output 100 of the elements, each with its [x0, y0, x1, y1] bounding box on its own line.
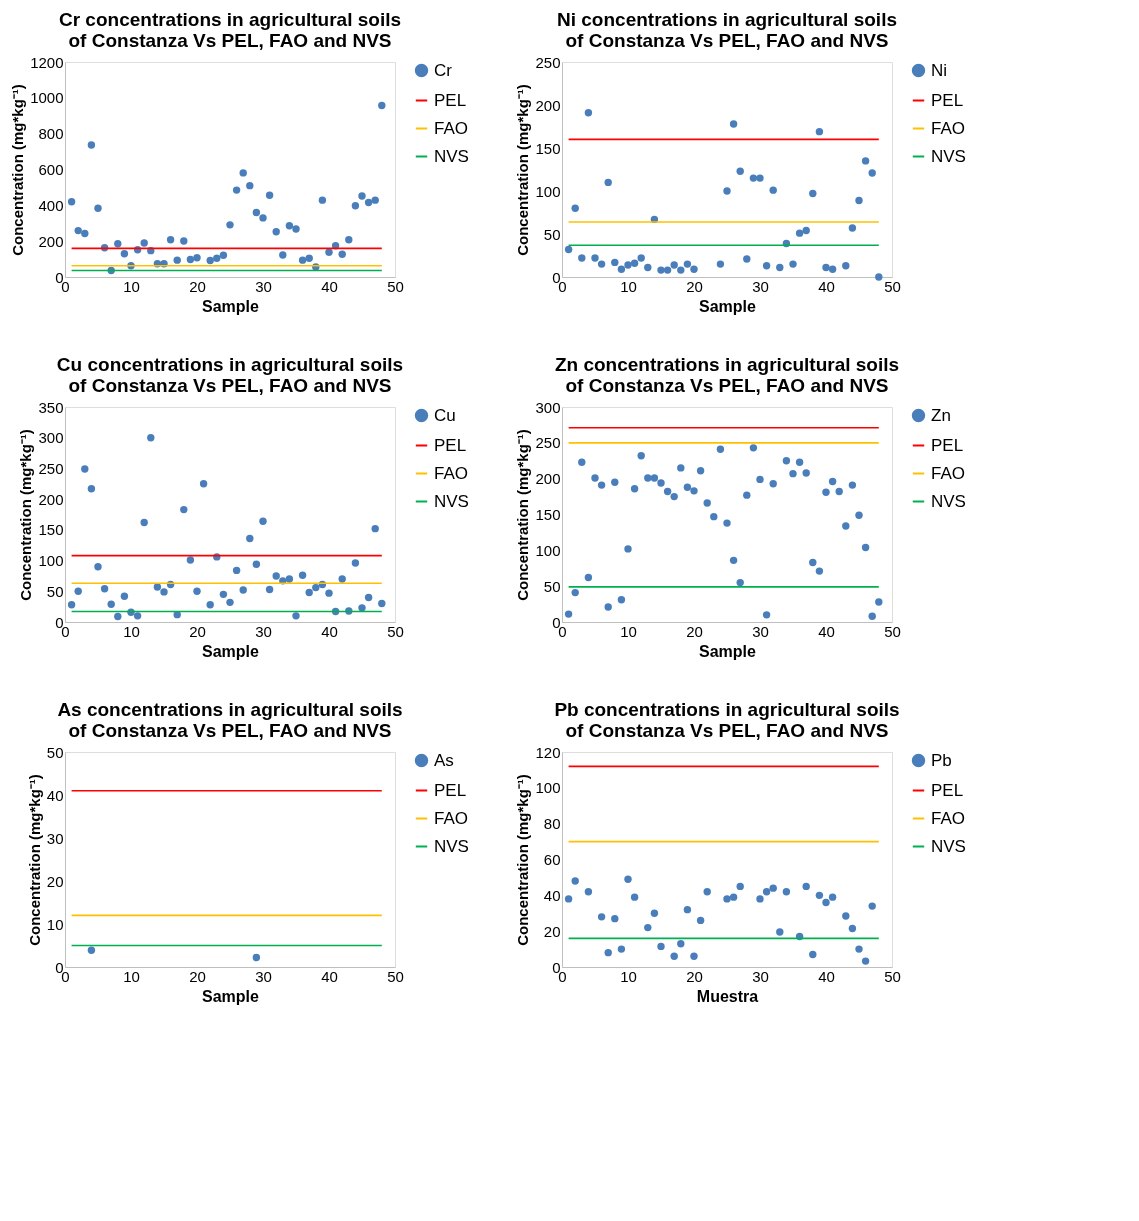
point: [604, 178, 612, 187]
point: [239, 586, 247, 594]
point: [239, 169, 247, 177]
x-tick-label: 20: [686, 277, 703, 295]
point: [206, 601, 214, 609]
x-tick-label: 40: [818, 277, 835, 295]
point: [285, 222, 294, 230]
point: [848, 481, 857, 489]
x-tick-label: 40: [321, 277, 338, 295]
x-tick-label: 50: [884, 967, 901, 985]
point: [564, 245, 573, 254]
x-axis-title: Sample: [699, 297, 757, 315]
point: [690, 952, 698, 960]
point: [802, 469, 810, 477]
legend-label: FAO: [931, 118, 966, 138]
point: [597, 260, 606, 268]
point: [835, 487, 843, 496]
point: [226, 598, 234, 607]
point: [611, 914, 619, 923]
y-tick-label: 250: [38, 459, 64, 477]
x-tick-label: 50: [387, 967, 404, 985]
point: [782, 888, 791, 896]
y-tick-label: 30: [46, 829, 64, 847]
x-tick-label: 30: [752, 967, 769, 985]
y-tick-label: 100: [535, 182, 561, 200]
x-tick-label: 50: [884, 277, 901, 295]
x-tick-label: 30: [752, 622, 769, 640]
point: [663, 266, 672, 274]
legend-label: NVS: [434, 146, 469, 166]
point: [670, 492, 678, 501]
point: [756, 174, 764, 182]
point: [67, 601, 76, 609]
point: [743, 255, 751, 263]
x-axis-title: Muestra: [696, 987, 759, 1005]
point: [703, 888, 711, 896]
point: [100, 585, 109, 593]
y-tick-label: 400: [38, 196, 64, 214]
legend-label: FAO: [434, 463, 469, 483]
legend-label: Zn: [931, 405, 951, 425]
y-tick-label: 100: [38, 552, 64, 570]
x-tick-label: 10: [620, 967, 637, 985]
legend-label: PEL: [434, 780, 467, 800]
x-tick-label: 40: [321, 967, 338, 985]
point: [114, 612, 122, 621]
point: [272, 572, 280, 580]
point: [272, 227, 280, 236]
point: [371, 196, 379, 204]
point: [690, 265, 698, 273]
point: [762, 611, 771, 619]
point: [107, 600, 115, 608]
point: [94, 563, 102, 571]
point: [842, 262, 850, 270]
x-tick-label: 10: [123, 277, 140, 295]
point: [769, 186, 777, 194]
point: [571, 877, 579, 885]
point: [677, 940, 685, 948]
point: [617, 945, 626, 953]
point: [147, 434, 155, 442]
point: [677, 266, 685, 274]
y-tick-label: 50: [46, 743, 64, 761]
y-tick-label: 150: [535, 139, 561, 157]
chart-title: Ni concentrations in agricultural soils of Constanza Vs PEL, FAO and NVS: [557, 9, 897, 51]
y-tick-label: 80: [543, 815, 561, 833]
point: [584, 573, 593, 582]
point: [624, 875, 632, 883]
y-tick-label: 100: [535, 779, 561, 797]
point: [630, 485, 639, 493]
point: [756, 475, 764, 484]
y-axis-title: Concentration (mg*kg⁻¹): [25, 774, 43, 946]
point: [769, 479, 777, 488]
point: [584, 109, 593, 117]
point: [378, 599, 386, 608]
y-axis-title: Concentration (mg*kg⁻¹): [514, 429, 532, 601]
point: [265, 191, 274, 199]
point: [630, 259, 639, 267]
point: [81, 229, 89, 238]
point: [338, 575, 346, 583]
point: [848, 924, 857, 933]
point: [338, 250, 346, 258]
x-tick-label: 40: [321, 622, 338, 640]
point: [868, 612, 876, 620]
point: [219, 251, 228, 260]
y-axis-title: Concentration (mg*kg⁻¹): [17, 429, 35, 601]
point: [650, 474, 659, 482]
chart-title: Zn concentrations in agricultural soils of Constanza Vs PEL, FAO and NVS: [554, 354, 900, 396]
y-tick-label: 200: [38, 490, 64, 508]
point: [815, 127, 824, 136]
point: [74, 226, 82, 235]
point: [292, 225, 300, 233]
y-tick-label: 350: [38, 398, 64, 416]
legend-label: NVS: [434, 836, 469, 856]
chart-title: Cr concentrations in agricultural soils of Constanza Vs PEL, FAO and NVS: [58, 9, 402, 51]
point: [822, 263, 830, 272]
point: [564, 895, 573, 903]
point: [153, 583, 162, 591]
point: [265, 585, 274, 594]
point: [213, 254, 221, 262]
point: [842, 912, 850, 920]
point: [199, 480, 208, 488]
point: [657, 942, 665, 951]
